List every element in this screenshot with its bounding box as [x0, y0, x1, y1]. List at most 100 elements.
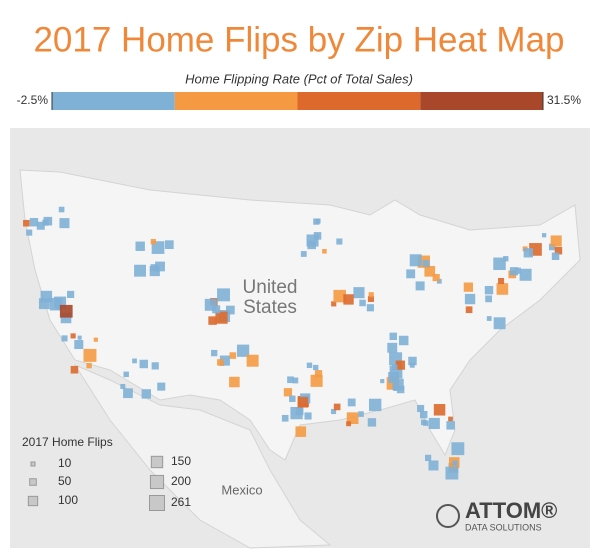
- zip-square: [346, 412, 359, 425]
- zip-square: [366, 304, 374, 312]
- zip-square: [164, 240, 174, 250]
- color-segment: [297, 92, 421, 110]
- zip-square: [406, 269, 416, 279]
- title: 2017 Home Flips by Zip Heat Map: [33, 20, 564, 59]
- zip-square: [297, 397, 309, 408]
- zip-square: [120, 383, 126, 389]
- size-swatch: [149, 474, 165, 490]
- zip-square: [445, 466, 459, 480]
- zip-squares: [23, 206, 563, 480]
- color-legend: -2.5% 31.5%: [17, 92, 581, 110]
- size-swatch: [30, 461, 36, 467]
- zip-square: [389, 332, 397, 341]
- mexico-label: Mexico: [221, 482, 262, 497]
- zip-square: [519, 268, 532, 281]
- zip-square: [23, 219, 30, 227]
- zip-square: [217, 288, 230, 302]
- zip-square: [409, 254, 422, 267]
- zip-square: [123, 371, 129, 378]
- zip-square: [493, 317, 506, 330]
- color-segment: [174, 92, 298, 110]
- color-legend-title: Home Flipping Rate (Pct of Total Sales): [185, 71, 413, 86]
- zip-square: [283, 388, 293, 397]
- zip-square: [59, 218, 70, 229]
- zip-square: [417, 404, 425, 413]
- zip-square: [509, 267, 519, 276]
- zip-square: [380, 379, 385, 384]
- zip-square: [292, 377, 299, 384]
- zip-square: [541, 233, 547, 238]
- zip-square: [36, 221, 45, 230]
- zip-square: [391, 364, 398, 371]
- zip-square: [217, 359, 224, 366]
- zip-square: [448, 416, 453, 422]
- size-swatch: [27, 495, 39, 507]
- zip-square: [60, 312, 72, 324]
- zip-square: [432, 273, 440, 282]
- zip-square: [93, 337, 98, 342]
- zip-square: [155, 261, 165, 272]
- size-label: 150: [171, 454, 191, 468]
- zip-square: [422, 260, 430, 267]
- zip-square: [551, 252, 560, 261]
- zip-square: [26, 229, 33, 236]
- zip-square: [225, 305, 235, 315]
- zip-square: [358, 411, 364, 417]
- zip-square: [451, 442, 465, 456]
- zip-square: [523, 248, 533, 258]
- zip-square: [346, 421, 352, 427]
- zip-square: [484, 285, 494, 295]
- zip-square: [59, 304, 73, 318]
- zip-square: [408, 356, 417, 366]
- zip-square: [38, 298, 50, 310]
- zip-square: [313, 364, 319, 371]
- zip-square: [331, 301, 337, 307]
- zip-square: [295, 426, 307, 437]
- zip-square: [229, 376, 240, 388]
- color-segment: [52, 92, 175, 110]
- zip-square: [548, 243, 556, 251]
- zip-square: [368, 292, 374, 298]
- zip-square: [281, 414, 289, 422]
- zip-square: [388, 372, 399, 383]
- zip-square: [70, 365, 79, 374]
- zip-square: [61, 335, 68, 342]
- zip-square: [359, 299, 366, 307]
- country-label: United States: [243, 277, 298, 318]
- zip-square: [229, 352, 237, 359]
- color-label: -2.5%: [17, 93, 49, 107]
- zip-square: [398, 335, 409, 346]
- zip-square: [49, 297, 63, 311]
- logo-name: ATTOM®: [465, 498, 557, 523]
- zip-square: [464, 293, 476, 305]
- zip-square: [315, 218, 321, 224]
- zip-square: [135, 241, 145, 251]
- zip-square: [219, 355, 230, 366]
- zip-square: [333, 403, 341, 411]
- zip-square: [70, 333, 76, 339]
- zip-square: [306, 234, 319, 247]
- zip-square: [77, 335, 82, 340]
- zip-square: [304, 412, 312, 420]
- zip-square: [409, 362, 415, 368]
- zip-square: [204, 298, 217, 311]
- zip-square: [287, 376, 294, 384]
- zip-square: [134, 264, 147, 277]
- zip-square: [353, 287, 365, 299]
- zip-square: [300, 251, 307, 257]
- zip-square: [314, 370, 323, 378]
- zip-square: [132, 358, 137, 364]
- zip-square: [333, 289, 346, 303]
- zip-square: [211, 349, 218, 357]
- zip-square: [415, 281, 425, 291]
- zip-square: [86, 362, 92, 369]
- zip-square: [485, 295, 493, 303]
- size-label: 10: [58, 456, 72, 470]
- zip-square: [343, 294, 354, 305]
- zip-square: [336, 238, 343, 245]
- zip-square: [463, 282, 474, 292]
- zip-square: [246, 354, 259, 367]
- zip-square: [289, 395, 296, 403]
- zip-square: [452, 460, 458, 466]
- zip-square: [428, 460, 439, 471]
